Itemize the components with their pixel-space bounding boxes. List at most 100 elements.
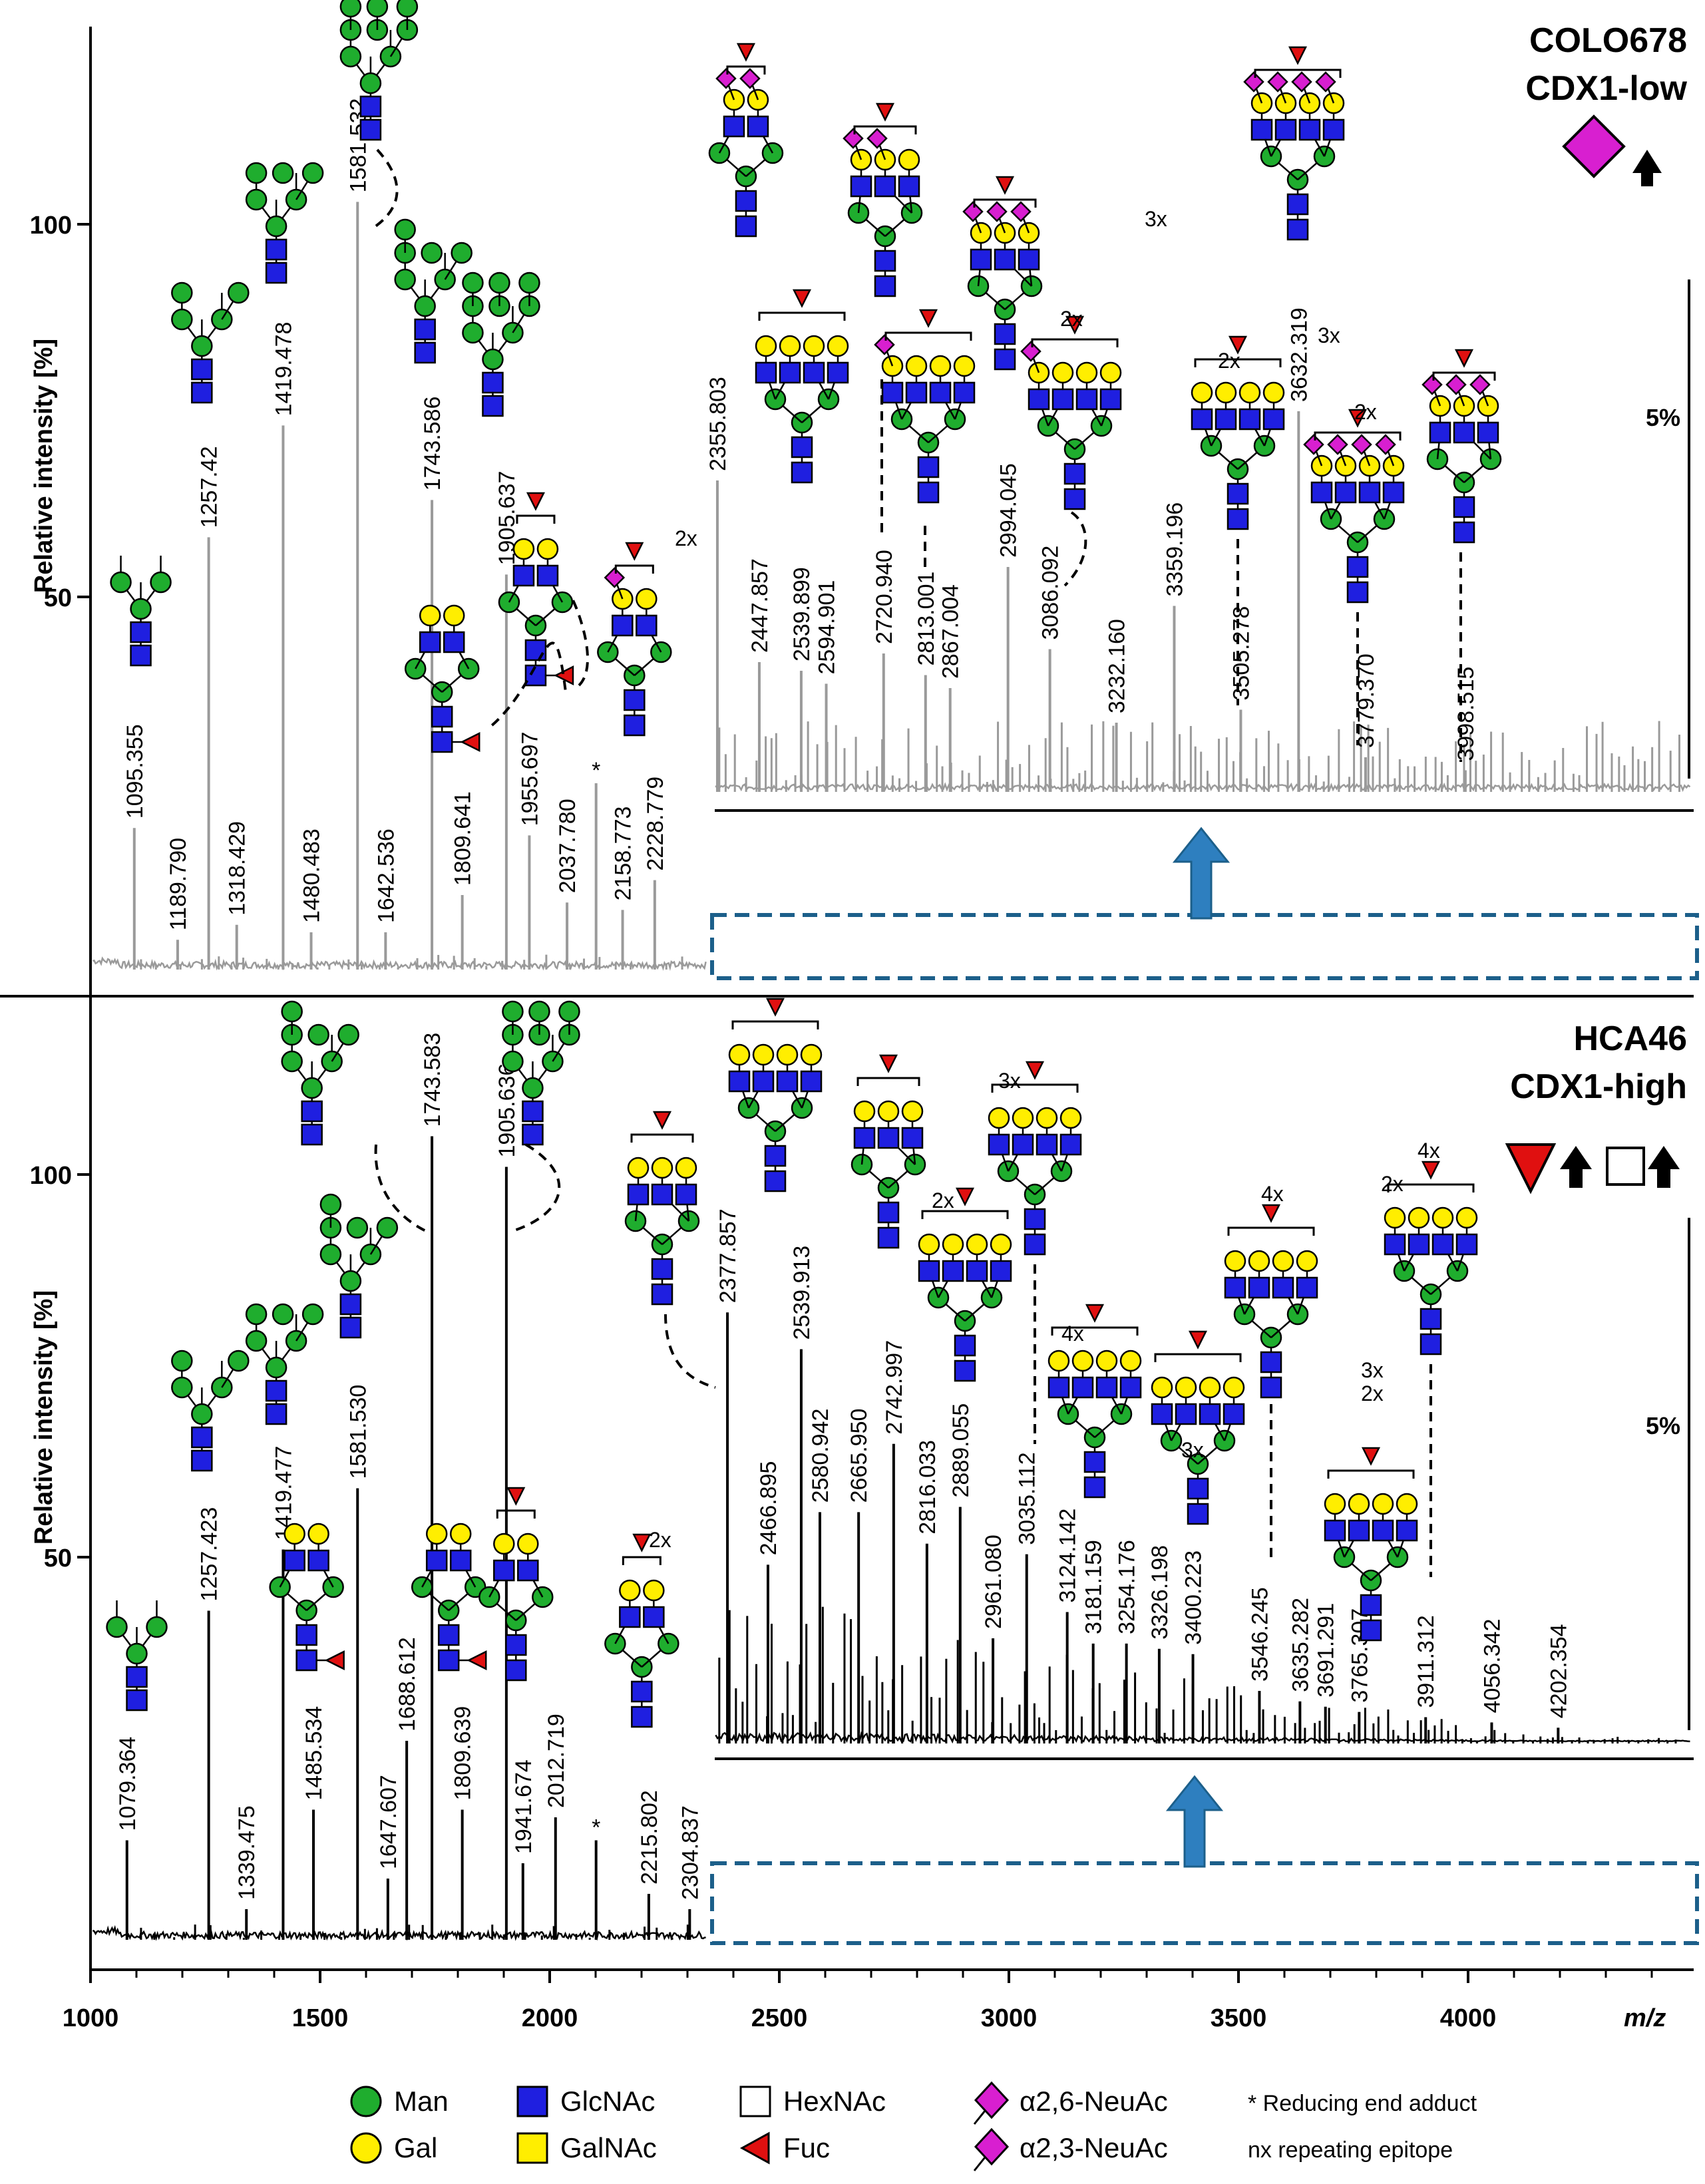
peak-label: 1647.607 (376, 1775, 401, 1869)
complex-glycan (404, 604, 480, 753)
inset-peak-label: 3635.282 (1288, 1598, 1313, 1692)
glcnac-square-icon (827, 361, 849, 384)
neuac-diamond-icon (1445, 374, 1467, 395)
x-axis-label: m/z (1624, 2004, 1666, 2032)
glcnac-square-icon (522, 1100, 544, 1123)
top-y-axis-label: Relative intensity [%] (30, 339, 58, 593)
galactose-circle-icon (1296, 1250, 1318, 1272)
antenna-bracket (1194, 358, 1282, 367)
mannose-circle-icon (171, 1350, 193, 1372)
galactose-circle-icon (1348, 1493, 1370, 1515)
glcnac-square-icon (1187, 1503, 1209, 1525)
legend: Man Gal GlcNAc GalNAc HexNAc Fuc α2,6-NeuAc α2,… (350, 2081, 1477, 2171)
glcnac-square-icon (627, 1183, 650, 1206)
fucose-triangle-icon (1025, 1061, 1045, 1080)
legend-label: GalNAc (560, 2132, 657, 2163)
mannose-circle-icon (319, 1243, 342, 1266)
galactose-circle-icon (853, 1100, 876, 1123)
neuac-diamond-icon (1351, 434, 1372, 455)
mannose-circle-icon (150, 571, 172, 594)
complex-glycan (851, 1054, 926, 1249)
galactose-circle-icon (307, 1523, 329, 1545)
glcnac-square-icon (877, 1226, 900, 1249)
galactose-circle-icon (779, 335, 801, 357)
high-mannose-glycan (171, 1350, 250, 1472)
neuac-diamond-icon (962, 201, 984, 222)
high-mannose-glycan (462, 272, 540, 417)
mannose-circle-icon (130, 598, 152, 620)
glcnac-square-icon (764, 1170, 787, 1192)
glcnac-square-icon (1083, 1476, 1106, 1499)
glcnac-square-icon (1334, 481, 1357, 504)
mannose-circle-icon (245, 162, 268, 184)
glcnac-square-icon (1310, 481, 1333, 504)
mannose-circle-icon (281, 1050, 303, 1073)
bottom-title-cell-line: HCA46 (1574, 1019, 1688, 1058)
glcnac-square-icon (1298, 118, 1321, 141)
antenna-bracket (1031, 338, 1119, 347)
repeat-annotation: 4x (1061, 1322, 1084, 1346)
complex-glycan (708, 43, 784, 238)
peak-label: 1642.536 (373, 828, 399, 923)
glcnac-square-icon (1348, 1519, 1370, 1542)
neuac-diamond-icon (986, 201, 1008, 222)
peak-label: 2012.719 (544, 1714, 569, 1808)
galactose-circle-icon (1059, 1107, 1082, 1129)
complex-glycan (1303, 409, 1405, 604)
glcnac-square-icon (898, 175, 920, 198)
top-title-phenotype: CDX1-low (1525, 69, 1687, 108)
legend-item: GalNAc (516, 2132, 657, 2164)
bottom-title-phenotype: CDX1-high (1510, 1067, 1687, 1106)
high-mannose-glycan (502, 1000, 580, 1146)
mannose-circle-icon (171, 308, 193, 331)
inset-peak-label: 3326.198 (1147, 1545, 1173, 1640)
galactose-circle-icon (1199, 1376, 1221, 1399)
galactose-circle-icon (1071, 1350, 1094, 1372)
glcnac-square-icon (1262, 408, 1285, 431)
glcnac-square-icon (877, 1127, 900, 1149)
glcnac-square-icon (265, 262, 287, 284)
glcnac-square-icon (800, 1070, 823, 1093)
galactose-circle-icon (619, 1579, 641, 1602)
x-axis-ticks: 1000 1500 2000 2500 3000 3500 4000 (63, 1970, 1653, 2032)
glcnac-square-icon (437, 1624, 460, 1646)
glcnac-square-icon (675, 1183, 697, 1206)
galactose-circle-icon (675, 1157, 697, 1179)
x-tick-label: 1500 (292, 2004, 349, 2032)
glcnac-square-icon (850, 175, 872, 198)
glcnac-square-icon (1151, 1403, 1173, 1425)
antenna-bracket (856, 1077, 920, 1086)
fucose-triangle-icon (918, 309, 938, 328)
glcnac-square-icon (493, 1559, 515, 1582)
glcnac-square-icon (1477, 421, 1499, 444)
legend-label: Man (394, 2086, 449, 2117)
peak-label: 1743.586 (420, 397, 445, 491)
galactose-circle-icon (953, 355, 976, 377)
glcnac-square-icon (1260, 1376, 1282, 1399)
inset-peak-label: 3998.515 (1453, 667, 1479, 761)
complex-glycan (597, 542, 672, 737)
peak-label: 1189.790 (166, 838, 191, 930)
glcnac-square-icon (443, 631, 465, 653)
glcnac-square-icon (1384, 1233, 1406, 1256)
galactose-circle-icon (898, 148, 920, 171)
glcnac-square-icon (723, 115, 745, 138)
glcnac-square-icon (1199, 1403, 1221, 1425)
galactose-circle-icon (443, 604, 465, 627)
glcnac-square-icon (431, 705, 453, 728)
glcnac-square-icon (265, 1403, 287, 1425)
neuac-diamond-icon (739, 68, 761, 89)
complex-glycan (1224, 1204, 1318, 1399)
glcnac-square-icon (1095, 1376, 1118, 1399)
complex-glycan (755, 289, 849, 484)
galactose-circle-icon (1324, 1493, 1346, 1515)
glcnac-square-icon (1455, 1233, 1478, 1256)
mannose-circle-icon (106, 1616, 128, 1638)
top-zoom-arrow-icon (1172, 826, 1231, 920)
antenna-bracket (973, 198, 1037, 208)
repeat-annotation: 3x (1181, 1438, 1204, 1462)
glcnac-square-icon (517, 1559, 539, 1582)
inset-peak-label: 3124.142 (1055, 1509, 1081, 1603)
legend-linkage-icon (973, 2157, 986, 2171)
repeat-annotation: 4x (1261, 1182, 1284, 1206)
